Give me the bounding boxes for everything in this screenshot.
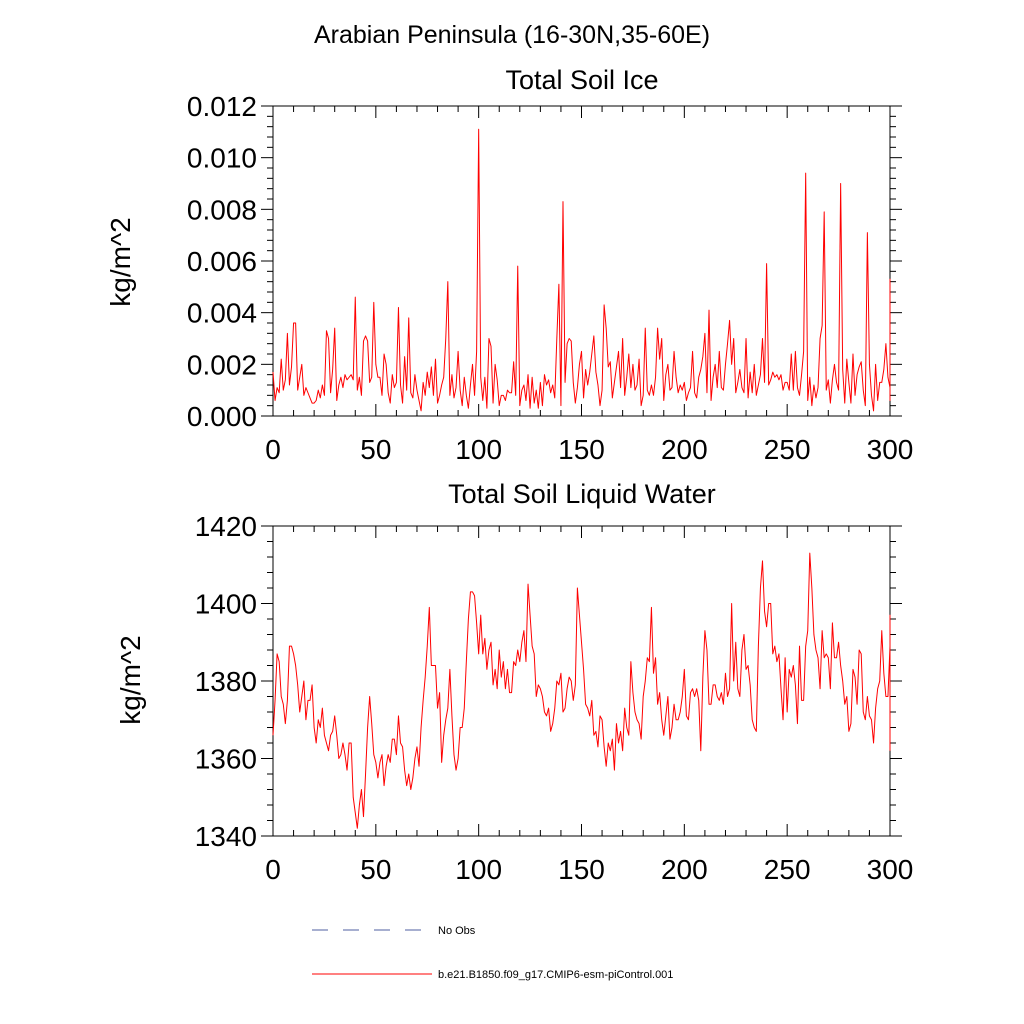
y-tick-label: 1420 (195, 511, 257, 542)
tick-labels-soil-liquid-water: 0 50 100 150 200 250 300 1340 1360 1380 1400 1420 (195, 511, 914, 885)
plot-frame-soil-ice (272, 105, 891, 417)
x-tick-label: 50 (360, 854, 391, 885)
x-tick-label: 200 (661, 854, 708, 885)
x-tick-label: 300 (867, 434, 914, 465)
figure-suptitle: Arabian Peninsula (16-30N,35-60E) (314, 21, 710, 49)
y-tick-label: 0.002 (187, 349, 257, 380)
x-tick-label: 100 (455, 854, 502, 885)
y-tick-label: 0.006 (187, 246, 257, 277)
y-tick-label: 1340 (195, 821, 257, 852)
series-line-soil-liquid-water (272, 552, 891, 829)
series-group-soil-liquid-water (272, 552, 891, 829)
plot-frame-soil-liquid-water (272, 525, 891, 837)
x-tick-label: 150 (558, 854, 605, 885)
x-tick-label: 250 (764, 434, 811, 465)
x-tick-label: 50 (360, 434, 391, 465)
legend-label-no-obs: No Obs (438, 925, 476, 937)
panel-soil-liquid-water: Total Soil Liquid Water kg/m^2 0 50 100 150… (115, 479, 913, 885)
x-tick-label: 0 (265, 854, 281, 885)
x-tick-label: 150 (558, 434, 605, 465)
y-tick-label: 1360 (195, 744, 257, 775)
series-group-soil-ice (272, 128, 891, 412)
panel-soil-ice: Total Soil Ice kg/m^2 0 50 100 150 200 250 300… (105, 65, 913, 465)
x-tick-label: 100 (455, 434, 502, 465)
series-line-soil-ice (272, 128, 891, 412)
tick-labels-soil-ice: 0 50 100 150 200 250 300 0.000 0.002 0.004 0.006 0.… (187, 91, 913, 465)
ylabel-soil-liquid-water: kg/m^2 (115, 635, 146, 724)
legend: No Obs b.e21.B1850.f09_g17.CMIP6-esm-piC… (312, 925, 673, 981)
legend-label-control-run: b.e21.B1850.f09_g17.CMIP6-esm-piControl.… (438, 969, 673, 981)
y-tick-label: 0.008 (187, 194, 257, 225)
ylabel-soil-ice: kg/m^2 (105, 217, 136, 306)
x-tick-label: 200 (661, 434, 708, 465)
y-tick-label: 0.010 (187, 143, 257, 174)
x-tick-label: 300 (867, 854, 914, 885)
x-tick-label: 0 (265, 434, 281, 465)
chart-title-soil-liquid-water: Total Soil Liquid Water (448, 479, 716, 509)
y-tick-label: 1400 (195, 589, 257, 620)
y-tick-label: 0.000 (187, 401, 257, 432)
ticks-soil-liquid-water (261, 525, 902, 837)
x-tick-label: 250 (764, 854, 811, 885)
y-tick-label: 0.004 (187, 298, 257, 329)
y-tick-label: 0.012 (187, 91, 257, 122)
y-tick-label: 1380 (195, 666, 257, 697)
ticks-soil-ice (261, 105, 902, 417)
chart-title-soil-ice: Total Soil Ice (505, 65, 658, 95)
